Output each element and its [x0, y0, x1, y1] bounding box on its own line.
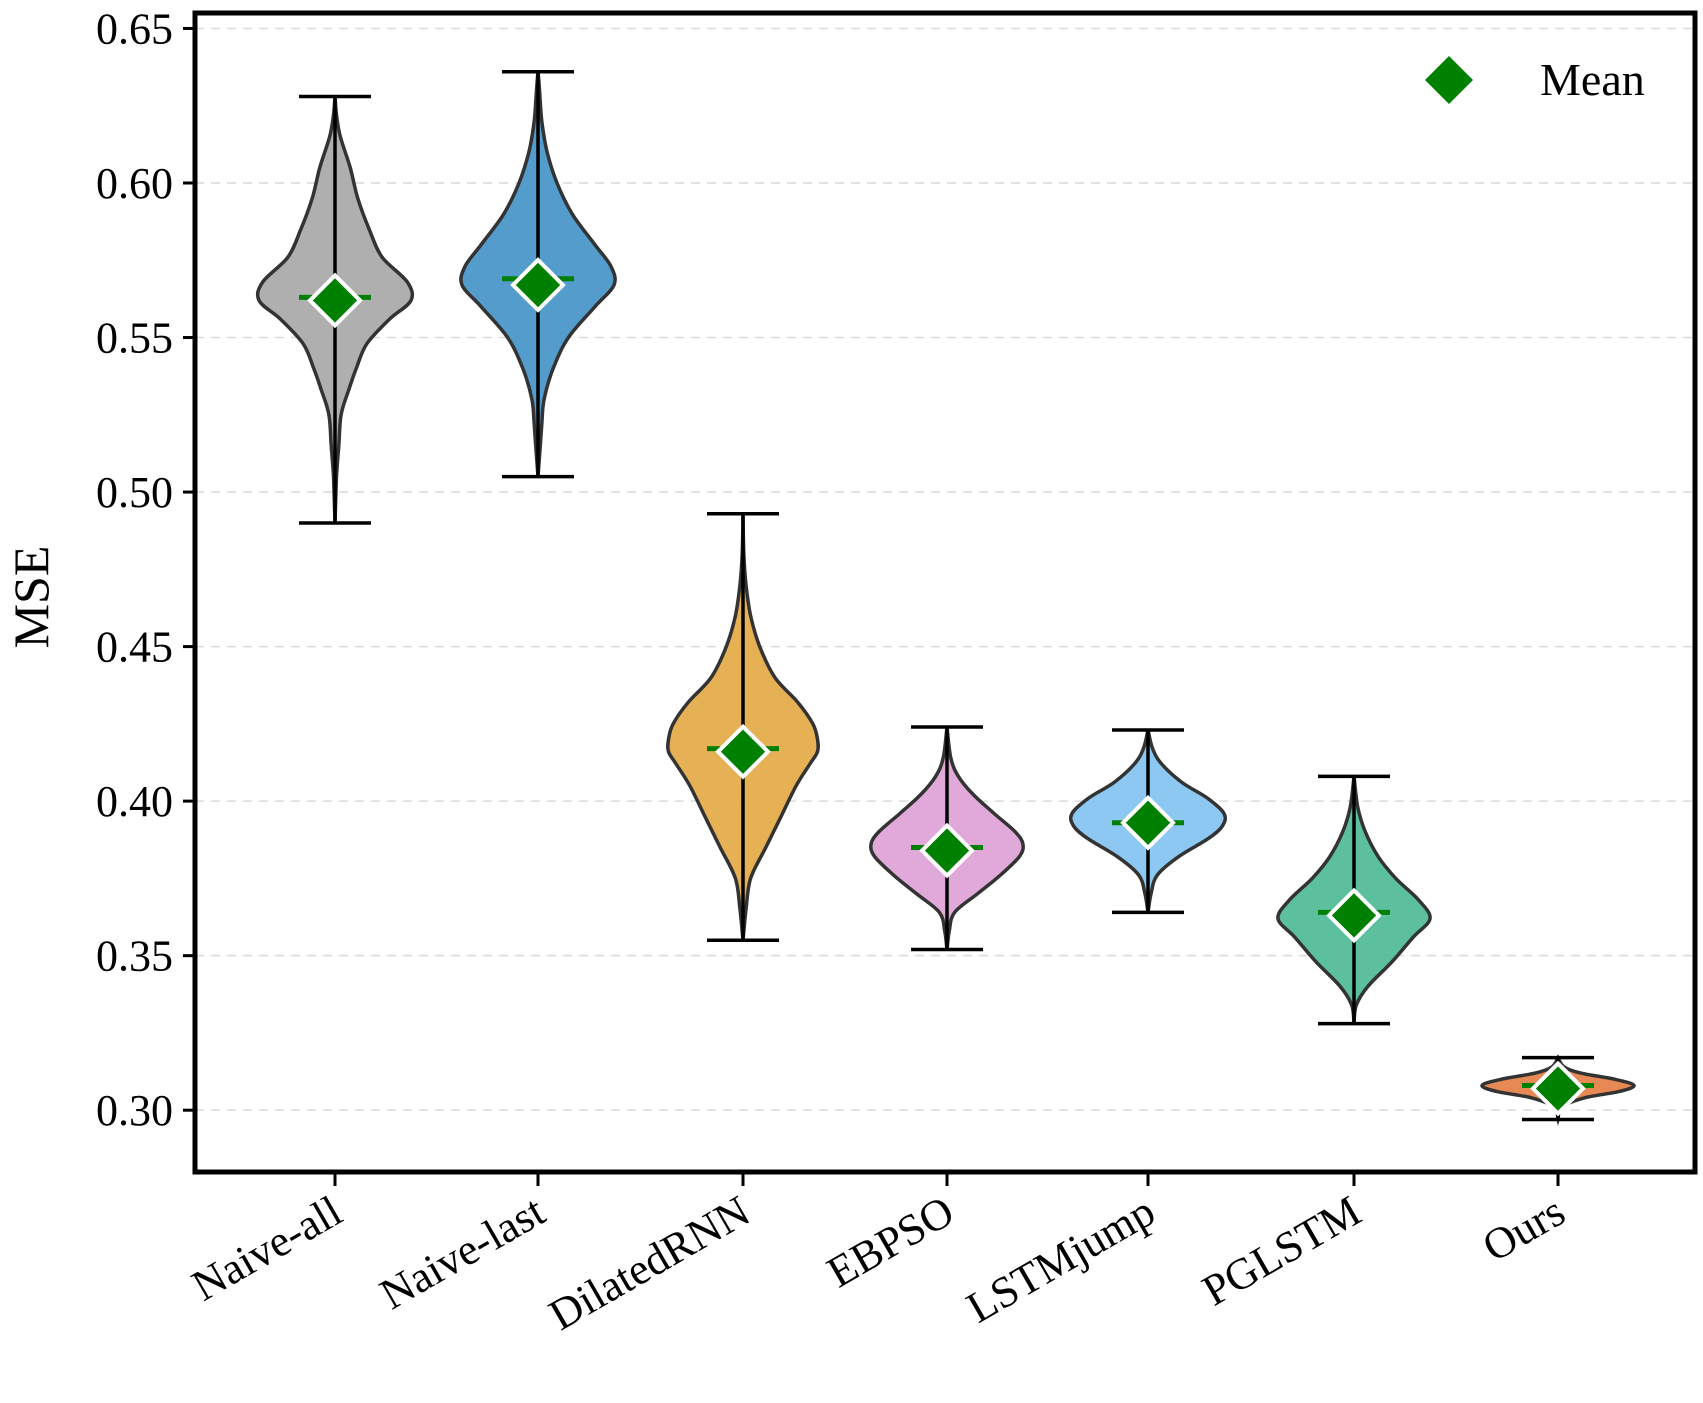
x-tick-label: EBPSO — [819, 1186, 962, 1297]
violins — [255, 71, 1636, 1126]
y-tick-label: 0.30 — [96, 1086, 173, 1135]
mean-marker-pglstm — [1326, 887, 1382, 944]
y-tick-label: 0.60 — [96, 159, 173, 208]
y-tick-label: 0.40 — [96, 777, 173, 826]
x-tick-label: Ours — [1474, 1186, 1573, 1271]
y-tick-label: 0.50 — [96, 468, 173, 517]
grid-lines — [195, 27, 1695, 1111]
x-tick-label: PGLSTM — [1194, 1186, 1369, 1315]
x-tick-label: LSTMjump — [959, 1186, 1163, 1332]
x-tick-label: DilatedRNN — [541, 1186, 758, 1340]
x-tick-label: Naive-all — [184, 1186, 350, 1310]
mean-markers — [307, 257, 1586, 1117]
legend: Mean — [1425, 54, 1645, 105]
legend-label: Mean — [1540, 54, 1645, 105]
y-tick-label: 0.65 — [96, 4, 173, 53]
y-tick-label: 0.45 — [96, 623, 173, 672]
mean-marker-dilatedrnn — [715, 723, 771, 780]
y-axis-title: MSE — [3, 546, 59, 649]
legend-mean-marker-icon — [1425, 56, 1473, 104]
mean-marker-ebpso — [919, 822, 975, 879]
x-tick-label: Naive-last — [372, 1186, 553, 1319]
mean-marker-lstmjump — [1120, 794, 1176, 851]
y-tick-label: 0.35 — [96, 932, 173, 981]
plot-frame — [192, 10, 1698, 1175]
mean-marker-ours — [1530, 1060, 1586, 1117]
y-tick-label: 0.55 — [96, 314, 173, 363]
mean-marker-naive-last — [510, 257, 566, 313]
mean-marker-naive-all — [307, 272, 363, 329]
